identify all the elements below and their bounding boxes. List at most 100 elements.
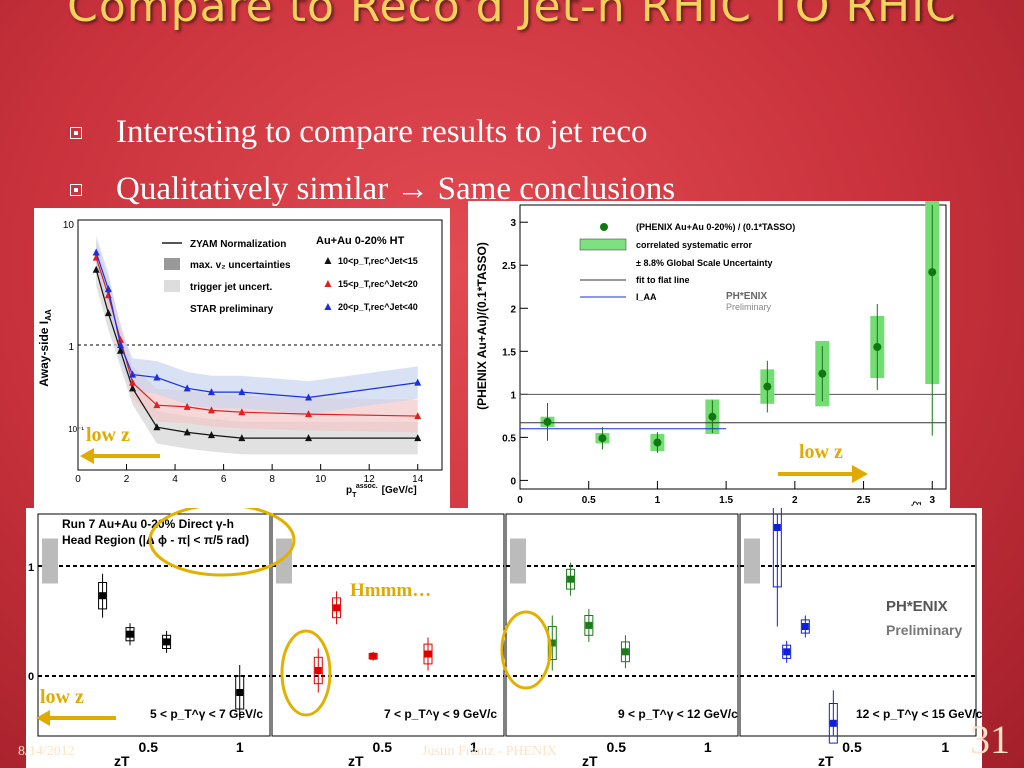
star-data-point xyxy=(414,378,422,386)
low-z-annotation: low z xyxy=(799,441,843,463)
bottom-scale-box xyxy=(510,538,526,584)
bottom-panel-frame xyxy=(37,513,271,737)
arrow-left-icon xyxy=(80,448,160,464)
legend-marker xyxy=(600,223,608,231)
square-bullet-icon xyxy=(70,127,82,139)
ratio-x-tick-label: 1 xyxy=(655,495,661,506)
star-legend-entry: max. v₂ uncertainties xyxy=(190,260,291,271)
phenix-logo-sub: Preliminary xyxy=(726,302,772,312)
bottom-data-point xyxy=(773,524,781,531)
star-xlabel: pTassoc. [GeV/c] xyxy=(346,483,417,499)
star-x-tick-label: 14 xyxy=(412,474,424,485)
ratio-y-tick-label: 0.5 xyxy=(502,433,516,444)
star-y-tick: 10 xyxy=(63,220,75,231)
star-data-point xyxy=(153,423,161,431)
legend-marker: ▲ xyxy=(322,299,334,313)
ratio-y-tick-label: 1.5 xyxy=(502,347,516,358)
slide-title: Compare to Reco’d Jet-h RHIC TO RHIC xyxy=(67,0,957,32)
star-x-tick-label: 6 xyxy=(221,474,227,485)
star-data-point xyxy=(305,393,313,401)
star-data-point xyxy=(92,265,100,273)
arrow-right-icon xyxy=(778,465,868,483)
star-data-point xyxy=(153,401,161,409)
ratio-legend-entry: fit to flat line xyxy=(636,275,690,285)
star-x-tick-label: 10 xyxy=(315,474,327,485)
bottom-x-tick-label: 1 xyxy=(236,739,244,755)
bottom-y-tick: 1 xyxy=(28,562,34,574)
hmmm-annotation: Hmmm… xyxy=(350,580,432,601)
bottom-data-point xyxy=(99,592,107,600)
ratio-data-point xyxy=(763,382,772,391)
ratio-y-tick-label: 0 xyxy=(510,476,516,487)
phenix-logo: PH*ENIX xyxy=(726,291,767,302)
star-data-point xyxy=(238,408,246,416)
legend-marker: ▲ xyxy=(322,253,334,267)
bottom-x-tick-label: 1 xyxy=(470,739,478,755)
star-series-label: 10<p_T,rec^Jet<15 xyxy=(338,256,418,266)
star-data-point xyxy=(116,346,124,354)
ratio-y-tick-label: 1 xyxy=(510,390,516,401)
footer-author: Justin Frantz - PHENIX xyxy=(422,744,557,759)
ratio-data-point xyxy=(928,268,937,277)
ratio-legend-entry: (PHENIX Au+Au 0-20%) / (0.1*TASSO) xyxy=(636,222,795,232)
ratio-data-point xyxy=(708,412,717,421)
phenix-logo-sub: Preliminary xyxy=(886,622,962,638)
star-data-point xyxy=(238,434,246,442)
bottom-data-point xyxy=(314,667,322,674)
star-data-point xyxy=(104,309,112,317)
bullet-text: Interesting to compare results to jet re… xyxy=(116,114,648,150)
bottom-pt-range: 5 < p_T^γ < 7 GeV/c xyxy=(150,707,263,721)
bottom-y-tick: 0 xyxy=(28,671,34,683)
phenix-direct-gamma-plot: Run 7 Au+Au 0-20% Direct γ-h Head Region… xyxy=(26,508,982,768)
star-legend-entry: trigger jet uncert. xyxy=(190,282,272,293)
bottom-x-tick-label: 0.5 xyxy=(607,739,627,755)
star-x-tick-label: 12 xyxy=(364,474,376,485)
bottom-plot-svg: Run 7 Au+Au 0-20% Direct γ-h Head Region… xyxy=(28,508,982,768)
star-data-point xyxy=(116,335,124,343)
star-plot-svg: Away-side IAA 10⁻¹ 1 10 0 2 4 6 8 10 12 14 pTas… xyxy=(37,219,443,499)
star-data-point xyxy=(305,410,313,418)
ratio-x-tick-label: 0 xyxy=(517,495,523,506)
star-data-point xyxy=(183,384,191,392)
star-series-line xyxy=(95,252,418,399)
footer-date: 8/14/2012 xyxy=(18,744,75,759)
phenix-logo: PH*ENIX xyxy=(886,598,948,615)
star-uncertainty-band xyxy=(96,253,418,455)
bottom-panel-frame xyxy=(739,513,977,737)
star-series-line xyxy=(95,269,418,439)
low-z-annotation: low z xyxy=(86,424,130,446)
ratio-data-point xyxy=(818,369,827,378)
ratio-legend-entry: correlated systematic error xyxy=(636,240,753,250)
bottom-data-point xyxy=(621,648,629,656)
star-data-point xyxy=(238,388,246,396)
bottom-scale-box xyxy=(276,538,292,584)
star-y-tick: 1 xyxy=(68,342,74,353)
bottom-pt-range: 7 < p_T^γ < 9 GeV/c xyxy=(384,707,497,721)
legend-marker: ▲ xyxy=(322,276,334,290)
ratio-y-tick-label: 2.5 xyxy=(502,261,516,272)
ratio-data-point xyxy=(543,417,552,426)
ratio-x-tick-label: 1.5 xyxy=(719,495,733,506)
star-x-tick-label: 0 xyxy=(75,474,81,485)
star-data-point xyxy=(207,431,215,439)
ratio-y-ticks: 0 0.5 1 1.5 2 2.5 3 xyxy=(502,218,516,487)
ratio-x-tick-label: 3 xyxy=(929,495,935,506)
ratio-y-tick-label: 2 xyxy=(510,304,516,315)
highlight-ellipse xyxy=(148,508,296,577)
bottom-xlabel: zT xyxy=(582,753,598,768)
legend-swatch xyxy=(579,238,627,251)
star-x-tick-label: 2 xyxy=(124,474,130,485)
bullet-list: Interesting to compare results to jet re… xyxy=(70,104,675,218)
ratio-ylabel: (PHENIX Au+Au)/(0.1*TASSO) xyxy=(475,242,489,410)
bullet-item: Interesting to compare results to jet re… xyxy=(70,104,675,161)
bottom-data-point xyxy=(548,639,556,647)
star-x-tick-label: 8 xyxy=(269,474,275,485)
bottom-xlabel: zT xyxy=(818,753,834,768)
star-x-tick-label: 4 xyxy=(172,474,178,485)
star-legend-entry: ZYAM Normalization xyxy=(190,239,286,250)
star-data-point xyxy=(207,406,215,414)
bottom-pt-range: 12 < p_T^γ < 15 GeV/c xyxy=(856,707,982,721)
bottom-scale-box xyxy=(42,538,58,584)
ratio-y-tick-label: 3 xyxy=(510,218,516,229)
star-data-point xyxy=(414,434,422,442)
